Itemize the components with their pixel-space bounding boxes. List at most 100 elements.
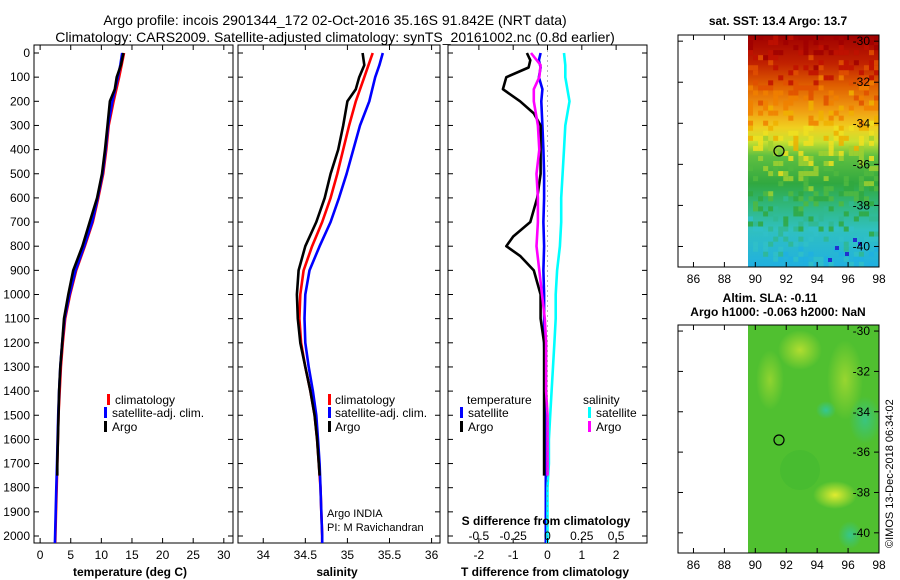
sst-pixel	[833, 110, 839, 116]
sst-pixel	[793, 206, 799, 212]
sst-pixel	[763, 246, 769, 252]
legend-swatch-climatology	[328, 394, 331, 405]
sst-pixel	[803, 216, 809, 222]
sst-pixel	[788, 140, 794, 146]
sla-low	[838, 521, 862, 549]
sst-pixel	[788, 155, 794, 161]
sst-pixel	[828, 140, 834, 146]
sst-pixel	[848, 181, 854, 187]
sst-pixel	[833, 226, 839, 232]
sst-pixel	[813, 201, 819, 207]
sst-pixel	[753, 55, 759, 61]
sst-pixel	[748, 110, 754, 116]
sst-pixel	[853, 145, 859, 151]
sst-pixel	[758, 100, 764, 106]
sst-pixel	[793, 241, 799, 247]
sst-pixel	[868, 40, 874, 46]
difference-legend: temperature salinity satellite Argo sate…	[460, 393, 637, 434]
sst-pixel	[793, 70, 799, 76]
depth-tick-label: 1700	[3, 457, 30, 471]
sst-pixel	[828, 166, 834, 172]
sla-high	[778, 330, 822, 370]
sst-pixel	[863, 90, 869, 96]
sst-pixel	[763, 241, 769, 247]
sst-pixel	[783, 236, 789, 242]
legend-swatch-satellite	[328, 407, 331, 418]
sst-pixel	[788, 241, 794, 247]
sst-pixel	[843, 181, 849, 187]
sst-pixel	[818, 85, 824, 91]
sst-pixel	[763, 130, 769, 136]
legend-swatch-argo	[104, 421, 107, 432]
sst-pixel	[858, 85, 864, 91]
sst-pixel	[763, 105, 769, 111]
sst-pixel	[783, 100, 789, 106]
sst-pixel	[778, 75, 784, 81]
sst-pixel	[778, 226, 784, 232]
x-tick-label: 5	[67, 548, 74, 562]
sst-pixel	[748, 135, 754, 141]
sst-pixel	[863, 166, 869, 172]
sst-pixel	[773, 166, 779, 172]
sst-pixel	[833, 125, 839, 131]
sst-pixel	[818, 75, 824, 81]
axes-ticks: 0 5 10 15 20 25 30 34 34.5 35 35.5 36 -2 -1 0 1 2 -0.5 -0.…	[34, 45, 647, 562]
sst-pixel	[763, 166, 769, 172]
sst-pixel	[828, 226, 834, 232]
x-tick-label: 30	[217, 548, 231, 562]
sst-pixel	[823, 196, 829, 202]
temperature-panel	[33, 44, 234, 544]
legend-label-satellite: satellite-adj. clim.	[112, 406, 204, 420]
sst-pixel	[808, 90, 814, 96]
lat-tick-label: -38	[853, 485, 871, 499]
sst-pixel	[874, 60, 880, 66]
sst-pixel	[793, 135, 799, 141]
lon-tick-label: 96	[841, 272, 855, 286]
sst-pixel	[773, 261, 779, 267]
sst-pixel	[813, 70, 819, 76]
sst-pixel	[778, 251, 784, 257]
sst-pixel	[813, 256, 819, 262]
sst-pixel	[828, 110, 834, 116]
series-line-s-satellite	[546, 52, 571, 543]
sst-pixel	[778, 246, 784, 252]
sst-pixel	[843, 135, 849, 141]
legend-swatch-s-argo	[588, 421, 591, 432]
legend-label-argo: Argo	[112, 420, 138, 434]
sst-texture	[748, 35, 880, 267]
sst-pixel	[763, 191, 769, 197]
s-diff-tick-label: -0.5	[469, 529, 490, 543]
sst-pixel	[793, 196, 799, 202]
lon-tick-label: 88	[718, 272, 732, 286]
s-diff-tick-label: -0.25	[500, 529, 528, 543]
sst-pixel	[853, 95, 859, 101]
sst-pixel	[783, 150, 789, 156]
sst-pixel	[768, 206, 774, 212]
sst-pixel	[838, 40, 844, 46]
depth-tick-label: 500	[10, 167, 30, 181]
sst-pixel	[848, 201, 854, 207]
sst-pixel	[874, 176, 880, 182]
sst-pixel	[863, 105, 869, 111]
sst-pixel	[748, 125, 754, 131]
sst-pixel	[798, 196, 804, 202]
sst-pixel	[768, 50, 774, 56]
sst-pixel	[748, 216, 754, 222]
sst-pixel	[818, 115, 824, 121]
legend-label-argo: Argo	[335, 420, 361, 434]
sst-pixel	[858, 75, 864, 81]
legend-swatch-climatology	[107, 394, 110, 405]
sst-pixel	[848, 186, 854, 192]
sst-pixel	[773, 35, 779, 41]
sst-pixel	[768, 140, 774, 146]
x-tick-label: 34	[257, 548, 271, 562]
sst-pixel	[773, 50, 779, 56]
sst-pixel	[838, 75, 844, 81]
sst-pixel	[818, 226, 824, 232]
depth-tick-label: 1200	[3, 336, 30, 350]
sst-pixel	[803, 155, 809, 161]
sst-pixel	[793, 90, 799, 96]
sst-pixel	[858, 135, 864, 141]
legend-label-satellite: satellite-adj. clim.	[335, 406, 427, 420]
sst-pixel	[778, 171, 784, 177]
